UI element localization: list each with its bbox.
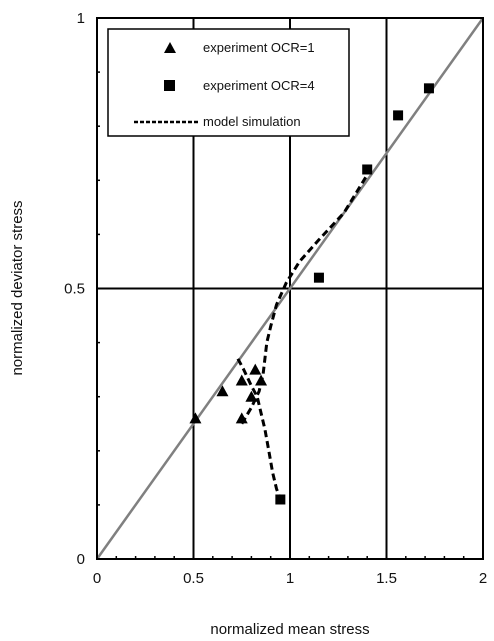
y-tick-label: 0.5 [64,281,85,298]
model-simulation-line [240,174,369,425]
ocr4-square-point [313,272,324,283]
y-tick-label: 0 [77,551,85,568]
x-tick-labels: 0 0.5 1 1.5 2 [93,570,487,587]
legend-label-ocr4: experiment OCR=4 [203,78,315,93]
x-tick-label: 1 [286,570,294,587]
reference-line [95,17,485,560]
series-layer [189,83,434,505]
y-tick-labels: 00.51 [64,10,85,568]
legend: experiment OCR=1 experiment OCR=4 model … [107,28,350,137]
legend-label-ocr1: experiment OCR=1 [203,40,315,55]
ocr1-triangle-point [216,385,229,397]
legend-box [107,28,350,137]
legend-label-model: model simulation [203,114,301,129]
y-axis-label: normalized deviator stress [9,200,26,375]
ocr1-triangle-point [189,412,202,424]
x-tick-label: 0 [93,570,101,587]
legend-triangle-marker [164,42,176,53]
reference-line-layer [95,17,485,560]
x-tick-label: 1.5 [376,570,397,587]
model-simulation-line [236,358,282,501]
legend-square-marker [164,80,175,91]
x-tick-label: 0.5 [183,570,204,587]
ocr4-square-point [362,164,373,175]
ocr4-square-point [393,110,404,121]
x-tick-label: 2 [479,570,487,587]
y-tick-label: 1 [77,10,85,27]
x-axis-label: normalized mean stress [210,621,369,638]
ocr4-square-point [423,83,434,94]
ocr1-triangle-point [235,374,248,386]
ocr1-triangle-point [249,363,262,375]
minor-ticks [97,71,465,559]
